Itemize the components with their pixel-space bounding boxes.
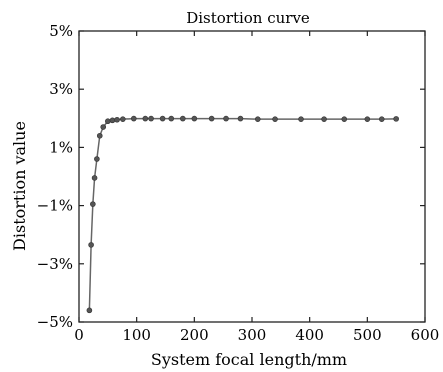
data-point — [393, 116, 399, 122]
y-tick-label: −5% — [37, 313, 73, 331]
data-point — [254, 116, 261, 122]
x-tick-label: 300 — [238, 326, 267, 344]
chart-title: Distortion curve — [186, 9, 310, 27]
data-point — [130, 115, 137, 122]
data-point — [159, 115, 166, 122]
data-point — [114, 116, 120, 123]
data-point — [272, 116, 278, 122]
data-point — [105, 118, 111, 125]
data-point — [100, 124, 107, 130]
data-point — [191, 115, 198, 122]
plot-area — [78, 30, 426, 323]
x-tick-label: 0 — [74, 326, 84, 344]
data-point — [223, 115, 229, 122]
data-point — [378, 116, 385, 122]
data-point — [120, 116, 126, 122]
data-point — [208, 115, 215, 122]
x-tick-label: 500 — [353, 326, 382, 344]
data-point — [148, 115, 154, 122]
data-point — [237, 115, 244, 122]
plot-frame — [78, 30, 426, 323]
data-point — [96, 132, 103, 139]
y-tick-label: 3% — [49, 80, 73, 98]
data-point — [168, 115, 175, 122]
data-point — [298, 116, 304, 122]
y-axis-tick-labels: −5% −3% −1% 1% 3% 5% — [37, 22, 73, 331]
y-tick-label: 5% — [49, 22, 73, 40]
x-tick-label: 100 — [122, 326, 151, 344]
x-tick-label: 200 — [180, 326, 209, 344]
data-point — [341, 116, 348, 122]
x-axis-ticks — [78, 31, 426, 322]
distortion-series-points — [86, 115, 399, 314]
data-point — [91, 175, 98, 181]
y-tick-label: 1% — [49, 138, 73, 156]
data-point — [321, 116, 327, 122]
y-tick-label: −3% — [37, 255, 73, 273]
y-axis-ticks — [79, 30, 425, 323]
data-point — [364, 116, 371, 122]
data-point — [94, 156, 100, 162]
data-point — [142, 115, 149, 122]
data-point — [88, 242, 94, 248]
distortion-series-line — [88, 117, 397, 311]
x-axis-label: System focal length/mm — [151, 350, 347, 369]
data-point — [109, 117, 116, 124]
x-axis-tick-labels: 0 100 200 300 400 500 600 — [74, 326, 439, 344]
x-tick-label: 400 — [295, 326, 324, 344]
x-tick-label: 600 — [411, 326, 440, 344]
data-point — [180, 115, 186, 122]
data-point — [86, 307, 93, 314]
y-axis-label: Distortion value — [10, 121, 29, 251]
y-tick-label: −1% — [37, 197, 73, 215]
data-point — [90, 201, 96, 207]
